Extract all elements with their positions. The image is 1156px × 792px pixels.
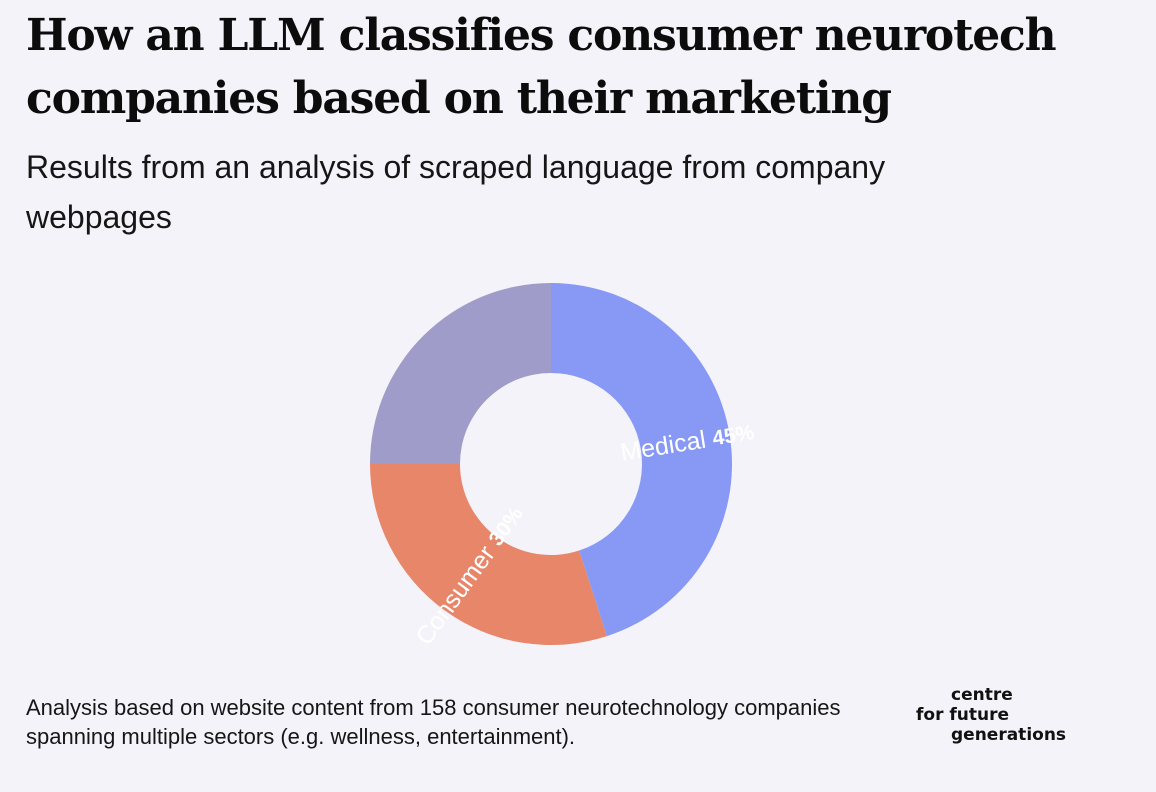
logo-line-for-future: for future (916, 705, 1010, 725)
chart-subtitle: Results from an analysis of scraped lang… (26, 149, 886, 235)
logo-line-centre: centre (951, 685, 1013, 705)
chart-title: How an LLM classifies consumer neurotech… (26, 10, 1057, 124)
donut-slice-unlabeled (370, 283, 551, 464)
donut-slice-consumer (370, 464, 607, 645)
donut-slice-medical (551, 283, 733, 637)
source-note: Analysis based on website content from 1… (26, 695, 841, 749)
cfg-logo: centre for future generations (916, 685, 1066, 745)
logo-line-generations: generations (951, 725, 1067, 745)
